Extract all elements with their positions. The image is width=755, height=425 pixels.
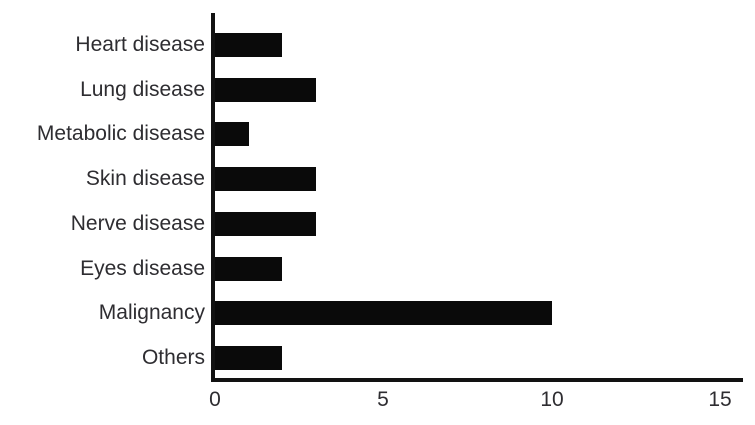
bar [215,345,282,370]
category-label: Lung disease [80,77,205,101]
category-label: Skin disease [85,167,205,191]
category-label: Malignancy [98,301,205,325]
bar [215,301,552,326]
category-label: Heart disease [75,33,205,56]
category-label: Nerve disease [70,211,205,235]
plot-area [211,13,743,382]
bar [215,256,282,281]
x-tick-label: 5 [377,388,389,411]
bar [215,77,316,102]
bar-group [215,13,743,378]
bar [215,167,316,192]
bar [215,122,249,147]
category-label-column: Heart disease Lung disease Metabolic disea… [0,13,205,378]
x-axis-tick-labels: 0 5 10 15 [209,388,743,418]
category-label: Metabolic disease [36,122,205,146]
x-tick-label: 10 [540,388,564,411]
category-label: Eyes disease [80,256,205,280]
bar [215,211,316,236]
x-tick-label: 15 [708,388,732,411]
x-tick-label: 0 [209,388,221,411]
category-label: Others [141,345,205,369]
bar [215,33,282,57]
